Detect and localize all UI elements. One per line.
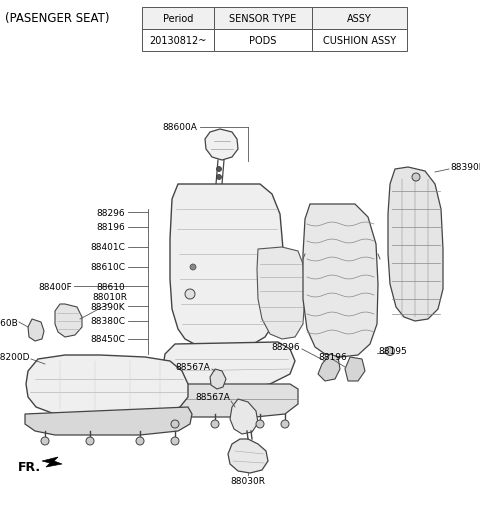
- Circle shape: [216, 167, 221, 172]
- Bar: [312, 8, 407, 30]
- Text: 88400F: 88400F: [38, 282, 72, 291]
- Polygon shape: [28, 319, 44, 341]
- Text: (PASENGER SEAT): (PASENGER SEAT): [5, 12, 109, 25]
- Text: 88460B: 88460B: [0, 318, 18, 327]
- Text: 88296: 88296: [271, 343, 300, 352]
- Polygon shape: [42, 457, 62, 467]
- Circle shape: [136, 437, 144, 445]
- Circle shape: [171, 420, 179, 428]
- Text: 20130812~: 20130812~: [149, 36, 207, 46]
- Bar: [142, 8, 214, 30]
- Text: 88610: 88610: [96, 282, 125, 291]
- Circle shape: [216, 175, 221, 180]
- Text: Period: Period: [163, 14, 193, 24]
- Polygon shape: [303, 205, 378, 358]
- Text: 88196: 88196: [96, 223, 125, 232]
- Polygon shape: [25, 407, 192, 435]
- Polygon shape: [318, 355, 340, 381]
- Text: CUSHION ASSY: CUSHION ASSY: [323, 36, 396, 46]
- Circle shape: [412, 174, 420, 182]
- Text: SENSOR TYPE: SENSOR TYPE: [229, 14, 297, 24]
- Circle shape: [281, 420, 289, 428]
- Text: 88196: 88196: [318, 353, 347, 362]
- Polygon shape: [160, 384, 298, 417]
- Bar: [312, 30, 407, 52]
- Polygon shape: [205, 130, 238, 161]
- Polygon shape: [55, 305, 82, 337]
- Text: PODS: PODS: [249, 36, 276, 46]
- Polygon shape: [345, 358, 365, 381]
- Polygon shape: [210, 369, 226, 389]
- Circle shape: [211, 420, 219, 428]
- Text: 88450C: 88450C: [90, 335, 125, 344]
- Text: 88390P: 88390P: [450, 162, 480, 171]
- Polygon shape: [163, 342, 295, 389]
- Text: 88567A: 88567A: [175, 362, 210, 371]
- Polygon shape: [257, 247, 305, 339]
- Circle shape: [171, 437, 179, 445]
- Polygon shape: [230, 399, 258, 434]
- Polygon shape: [228, 439, 268, 473]
- Text: 88401C: 88401C: [90, 243, 125, 252]
- Bar: [214, 30, 312, 52]
- Text: 88380C: 88380C: [90, 317, 125, 326]
- Text: ASSY: ASSY: [347, 14, 372, 24]
- Polygon shape: [26, 356, 188, 417]
- Text: FR.: FR.: [18, 461, 41, 474]
- Circle shape: [190, 265, 196, 271]
- Circle shape: [86, 437, 94, 445]
- Bar: [214, 8, 312, 30]
- Text: 88600A: 88600A: [162, 123, 197, 132]
- Circle shape: [41, 437, 49, 445]
- Text: 88610C: 88610C: [90, 263, 125, 272]
- Text: 88390K: 88390K: [90, 302, 125, 311]
- Bar: [142, 30, 214, 52]
- Circle shape: [385, 347, 395, 356]
- Polygon shape: [388, 168, 443, 321]
- Text: 88010R: 88010R: [93, 292, 128, 301]
- Circle shape: [185, 289, 195, 299]
- Polygon shape: [170, 185, 283, 349]
- Text: 88200D: 88200D: [0, 353, 30, 362]
- Text: 88195: 88195: [378, 347, 407, 356]
- Text: 88296: 88296: [96, 208, 125, 217]
- Text: 88567A: 88567A: [195, 393, 230, 401]
- Circle shape: [256, 420, 264, 428]
- Text: 88030R: 88030R: [230, 476, 265, 485]
